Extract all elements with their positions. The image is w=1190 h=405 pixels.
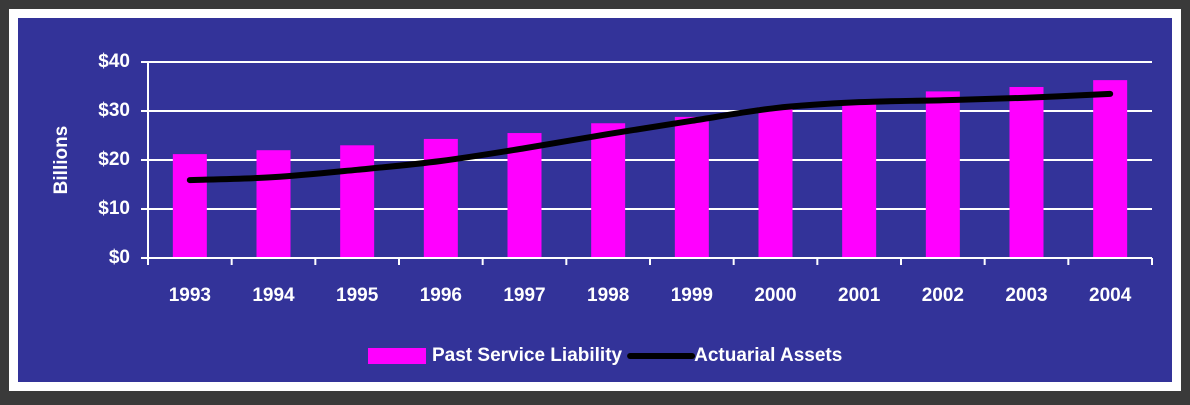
x-tick-label: 2002 [922, 285, 964, 306]
bar [925, 91, 960, 259]
x-tick-label: 2000 [754, 285, 796, 306]
y-axis-title: Billions [51, 126, 72, 195]
y-tick-label: $0 [109, 247, 130, 268]
bar [674, 116, 709, 258]
legend-swatch [368, 348, 426, 364]
x-tick-label: 1996 [420, 285, 462, 306]
x-tick-label: 1994 [252, 285, 295, 306]
x-tick-label: 1997 [503, 285, 545, 306]
x-tick-label: 2001 [838, 285, 881, 306]
y-tick-label: $20 [98, 149, 130, 170]
y-tick-label: $40 [98, 51, 130, 72]
bar [340, 145, 375, 258]
legend-label: Actuarial Assets [694, 345, 842, 366]
bar [256, 150, 291, 258]
bar [507, 133, 542, 258]
legend-label: Past Service Liability [432, 345, 623, 366]
x-tick-label: 1995 [336, 285, 379, 306]
bar [1093, 80, 1128, 258]
x-tick-label: 1998 [587, 285, 629, 306]
bar [591, 123, 626, 258]
bar [758, 107, 793, 258]
bar [842, 103, 877, 258]
x-tick-label: 2003 [1005, 285, 1047, 306]
x-tick-label: 2004 [1089, 285, 1132, 306]
bar [172, 154, 207, 258]
bar [1009, 86, 1044, 259]
y-tick-label: $30 [98, 100, 130, 121]
y-tick-label: $10 [98, 198, 130, 219]
x-tick-label: 1999 [671, 285, 713, 306]
line [186, 90, 1114, 184]
x-tick-label: 1993 [169, 285, 211, 306]
